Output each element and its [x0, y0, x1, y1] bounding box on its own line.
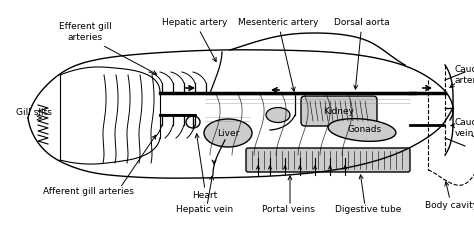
Text: Caudal
vein: Caudal vein [455, 118, 474, 138]
Text: Portal veins: Portal veins [262, 206, 314, 214]
Text: Gonads: Gonads [348, 125, 382, 135]
Text: Digestive tube: Digestive tube [335, 206, 401, 214]
Ellipse shape [186, 116, 200, 128]
Text: Efferent gill
arteries: Efferent gill arteries [59, 22, 111, 42]
Ellipse shape [266, 108, 290, 123]
Ellipse shape [328, 119, 396, 141]
FancyBboxPatch shape [246, 148, 410, 172]
Text: Liver: Liver [217, 129, 239, 137]
Text: Dorsal aorta: Dorsal aorta [334, 17, 390, 89]
Text: Body cavity: Body cavity [426, 201, 474, 210]
Ellipse shape [204, 119, 252, 147]
FancyBboxPatch shape [301, 96, 377, 126]
Text: Gill slits: Gill slits [16, 108, 52, 116]
Text: Caudal
artery: Caudal artery [455, 65, 474, 85]
Text: Afferent gill arteries: Afferent gill arteries [43, 188, 134, 196]
Text: Kidney: Kidney [323, 107, 355, 115]
Text: Hepatic vein: Hepatic vein [176, 206, 234, 214]
Text: Hepatic artery: Hepatic artery [162, 17, 228, 62]
Text: Mesenteric artery: Mesenteric artery [238, 17, 318, 91]
Text: Heart: Heart [192, 190, 218, 200]
